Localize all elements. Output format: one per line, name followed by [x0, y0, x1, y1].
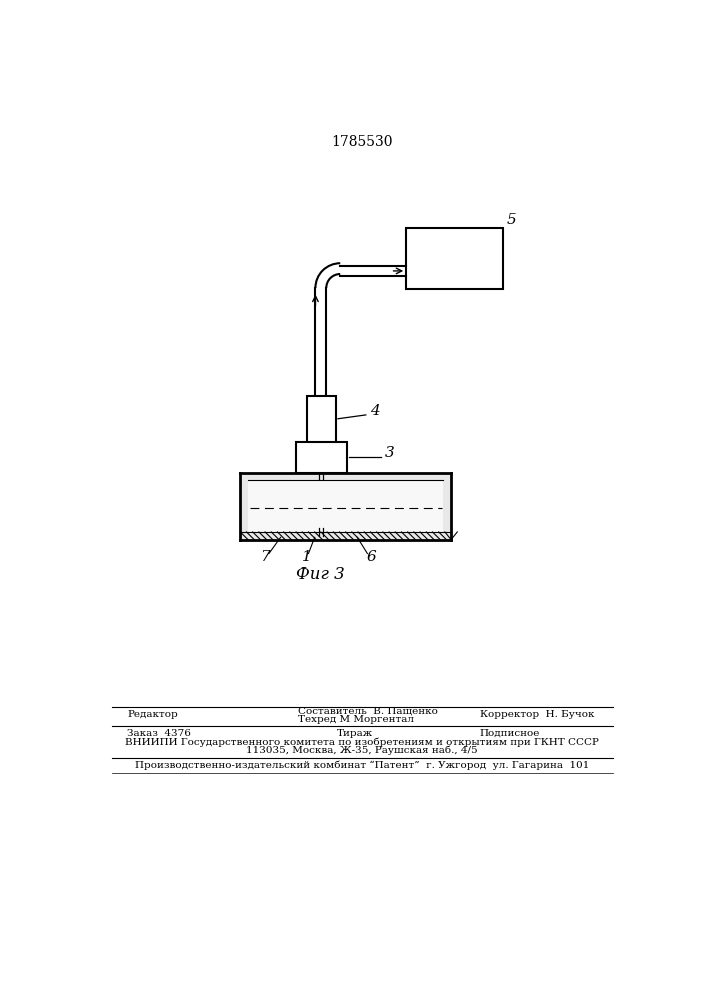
- Bar: [248, 480, 443, 532]
- Text: 1785530: 1785530: [331, 135, 392, 149]
- Text: Тираж: Тираж: [337, 729, 373, 738]
- Text: ВНИИПИ Государственного комитета по изобретениям и открытиям при ГКНТ СССР: ВНИИПИ Государственного комитета по изоб…: [125, 737, 599, 747]
- Text: 4: 4: [370, 404, 380, 418]
- Text: 3: 3: [385, 446, 395, 460]
- Text: Фиг 3: Фиг 3: [296, 566, 345, 583]
- Text: Корректор  Н. Бучок: Корректор Н. Бучок: [480, 710, 604, 719]
- Text: Производственно-издательский комбинат “Патент”  г. Ужгород  ул. Гагарина  101: Производственно-издательский комбинат “П…: [135, 761, 589, 770]
- Text: 6: 6: [366, 550, 376, 564]
- Text: Заказ  4376: Заказ 4376: [127, 729, 191, 738]
- Text: 113035, Москва, Ж-35, Раушская наб., 4/5: 113035, Москва, Ж-35, Раушская наб., 4/5: [246, 745, 478, 755]
- Text: Подписное: Подписное: [480, 729, 540, 738]
- Text: Составитель  В. Пащенко: Составитель В. Пащенко: [298, 707, 438, 716]
- Text: Редактор: Редактор: [127, 710, 178, 719]
- Text: 5: 5: [507, 213, 517, 227]
- Bar: [406, 228, 503, 289]
- Bar: [240, 473, 451, 540]
- Text: 1: 1: [302, 550, 312, 564]
- Text: Техред М Моргентал: Техред М Моргентал: [298, 715, 414, 724]
- Text: 7: 7: [260, 550, 270, 564]
- Bar: [307, 396, 337, 443]
- Bar: [296, 442, 347, 473]
